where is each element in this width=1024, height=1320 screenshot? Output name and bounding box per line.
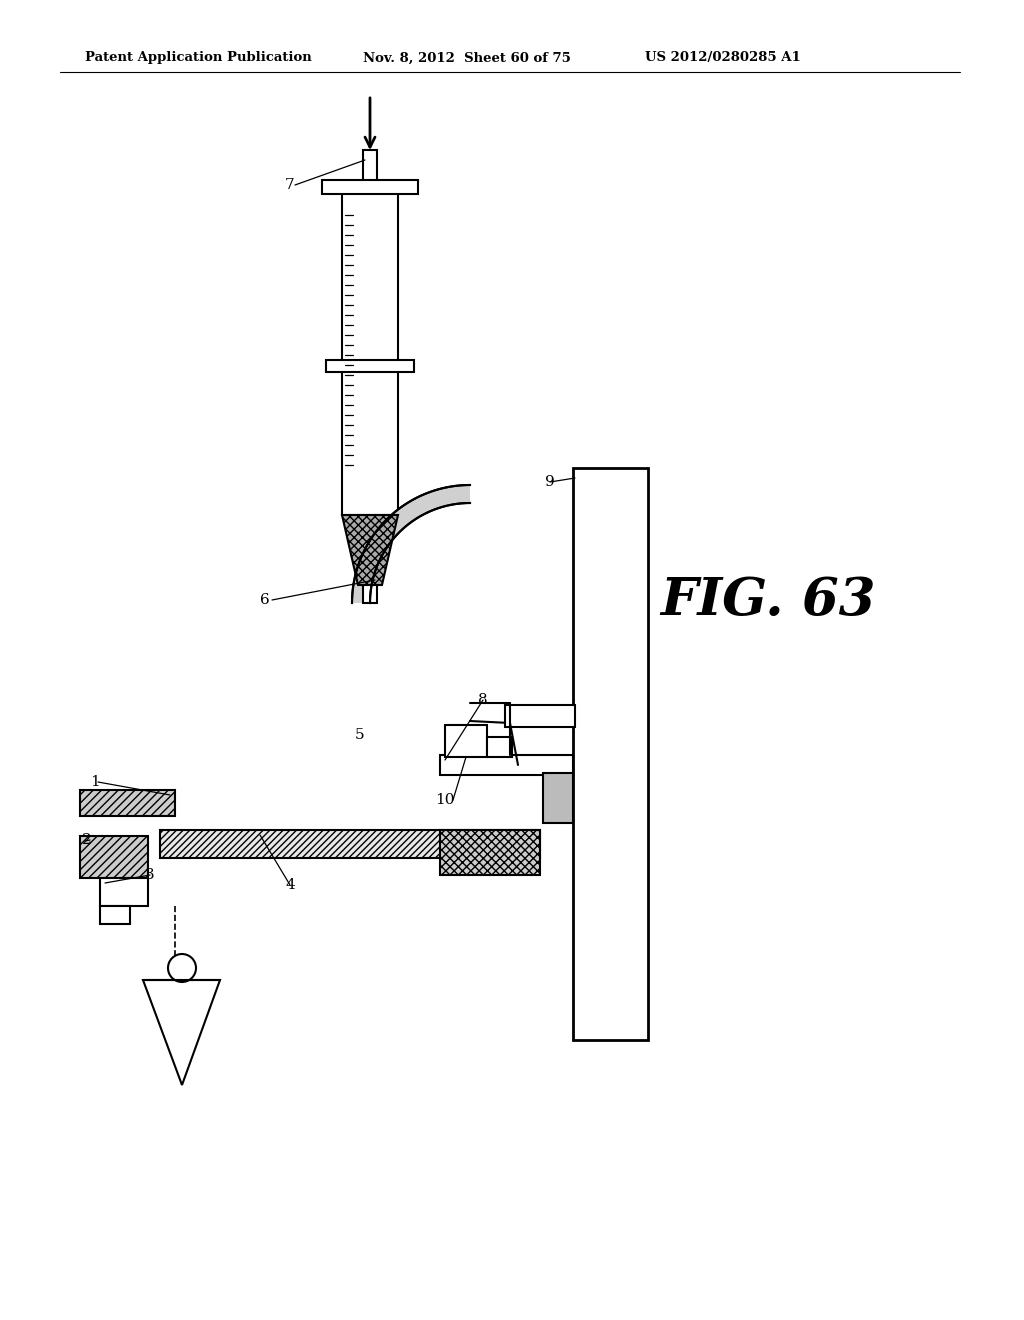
Bar <box>322 180 418 194</box>
Bar <box>342 185 398 515</box>
Bar <box>487 737 512 756</box>
Text: 6: 6 <box>260 593 269 607</box>
Bar <box>573 469 648 1040</box>
Text: 8: 8 <box>478 693 487 708</box>
Text: Nov. 8, 2012  Sheet 60 of 75: Nov. 8, 2012 Sheet 60 of 75 <box>362 51 570 65</box>
Text: 2: 2 <box>82 833 92 847</box>
Text: 7: 7 <box>285 178 295 191</box>
Circle shape <box>168 954 196 982</box>
Text: Patent Application Publication: Patent Application Publication <box>85 51 311 65</box>
Text: 5: 5 <box>355 729 365 742</box>
Bar <box>505 705 575 727</box>
Text: US 2012/0280285 A1: US 2012/0280285 A1 <box>645 51 801 65</box>
Bar <box>80 789 175 816</box>
Text: FIG. 63: FIG. 63 <box>660 574 876 626</box>
Polygon shape <box>342 515 398 585</box>
Text: 9: 9 <box>545 475 555 488</box>
Bar <box>100 878 148 906</box>
Bar <box>326 360 414 372</box>
Bar <box>543 774 573 822</box>
Bar <box>100 906 130 924</box>
Bar <box>160 830 540 858</box>
Text: 4: 4 <box>285 878 295 892</box>
Text: 1: 1 <box>90 775 99 789</box>
Bar <box>445 725 487 756</box>
Bar <box>440 830 540 875</box>
Polygon shape <box>143 979 220 1085</box>
Polygon shape <box>352 484 470 603</box>
Bar <box>440 755 573 775</box>
Bar <box>362 585 377 603</box>
Bar <box>362 150 377 190</box>
Text: 3: 3 <box>145 869 155 882</box>
Text: 10: 10 <box>435 793 455 807</box>
Bar <box>80 836 148 878</box>
